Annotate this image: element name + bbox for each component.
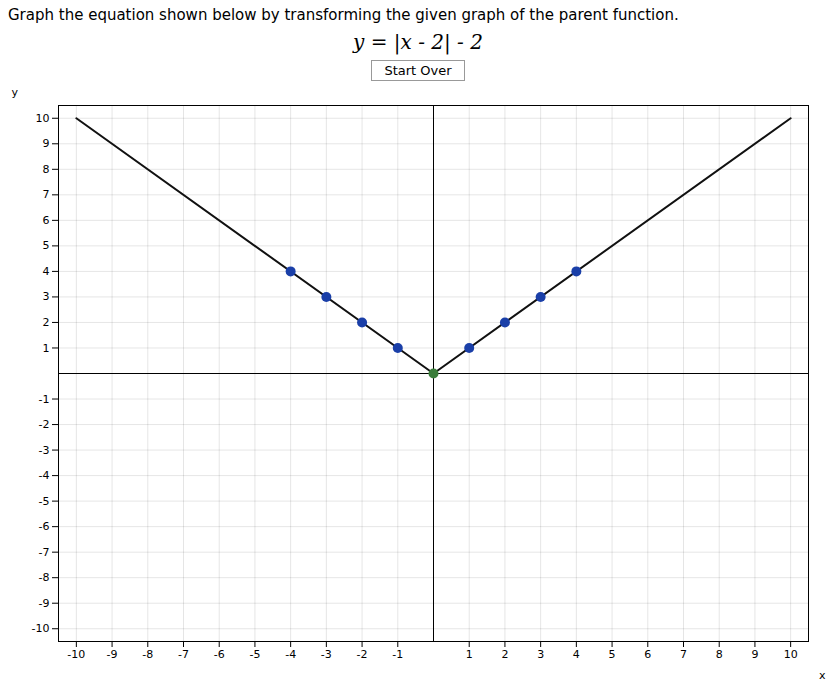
svg-text:8: 8 xyxy=(716,648,723,661)
svg-text:4: 4 xyxy=(43,265,50,278)
svg-text:8: 8 xyxy=(43,163,50,176)
svg-text:2: 2 xyxy=(43,316,50,329)
svg-text:x: x xyxy=(819,669,826,682)
svg-text:7: 7 xyxy=(43,188,50,201)
svg-text:-6: -6 xyxy=(214,648,225,661)
svg-text:4: 4 xyxy=(573,648,580,661)
svg-text:3: 3 xyxy=(43,290,50,303)
svg-text:10: 10 xyxy=(784,648,798,661)
svg-text:-9: -9 xyxy=(107,648,118,661)
svg-text:-3: -3 xyxy=(39,444,50,457)
svg-text:-2: -2 xyxy=(39,418,50,431)
html-text:Graph the equation shown below: Graph the equation shown below by transf… xyxy=(8,6,679,24)
svg-text:y: y xyxy=(12,86,19,99)
svg-text:-5: -5 xyxy=(39,495,50,508)
svg-text:-6: -6 xyxy=(39,520,50,533)
html-text:y = |x - 2| - 2: y = |x - 2| - 2 xyxy=(353,30,483,54)
svg-text:2: 2 xyxy=(501,648,508,661)
svg-text:-1: -1 xyxy=(392,648,403,661)
svg-text:-3: -3 xyxy=(321,648,332,661)
svg-text:6: 6 xyxy=(43,214,50,227)
svg-text:5: 5 xyxy=(609,648,616,661)
svg-text:-1: -1 xyxy=(39,393,50,406)
svg-text:3: 3 xyxy=(537,648,544,661)
svg-text:-5: -5 xyxy=(249,648,260,661)
svg-text:-10: -10 xyxy=(67,648,85,661)
svg-text:-7: -7 xyxy=(39,546,50,559)
svg-text:-7: -7 xyxy=(178,648,189,661)
svg-text:5: 5 xyxy=(43,239,50,252)
svg-text:-4: -4 xyxy=(285,648,296,661)
svg-text:1: 1 xyxy=(466,648,473,661)
svg-text:-10: -10 xyxy=(32,622,50,635)
svg-text:1: 1 xyxy=(43,341,50,354)
svg-text:-9: -9 xyxy=(39,597,50,610)
svg-text:-8: -8 xyxy=(39,571,50,584)
svg-text:10: 10 xyxy=(36,112,50,125)
svg-text:7: 7 xyxy=(680,648,687,661)
svg-text:9: 9 xyxy=(43,137,50,150)
html-text:Start Over: Start Over xyxy=(384,63,452,78)
svg-text:-2: -2 xyxy=(357,648,368,661)
svg-text:-4: -4 xyxy=(39,469,50,482)
svg-text:-8: -8 xyxy=(142,648,153,661)
svg-text:6: 6 xyxy=(644,648,651,661)
svg-text:9: 9 xyxy=(751,648,758,661)
